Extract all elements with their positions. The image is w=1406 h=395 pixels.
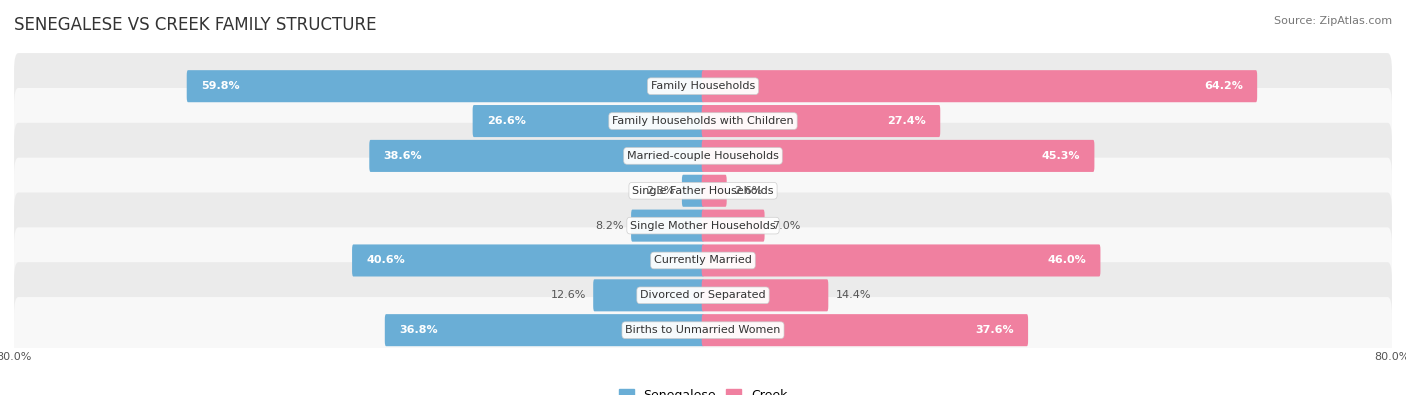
Text: Single Mother Households: Single Mother Households: [630, 221, 776, 231]
FancyBboxPatch shape: [14, 158, 1392, 224]
Text: 12.6%: 12.6%: [551, 290, 586, 300]
Text: 14.4%: 14.4%: [835, 290, 872, 300]
FancyBboxPatch shape: [14, 297, 1392, 363]
FancyBboxPatch shape: [702, 105, 941, 137]
Text: Single Father Households: Single Father Households: [633, 186, 773, 196]
FancyBboxPatch shape: [472, 105, 704, 137]
Text: Family Households: Family Households: [651, 81, 755, 91]
FancyBboxPatch shape: [593, 279, 704, 311]
Text: 27.4%: 27.4%: [887, 116, 927, 126]
FancyBboxPatch shape: [14, 192, 1392, 259]
Text: Family Households with Children: Family Households with Children: [612, 116, 794, 126]
Text: SENEGALESE VS CREEK FAMILY STRUCTURE: SENEGALESE VS CREEK FAMILY STRUCTURE: [14, 16, 377, 34]
FancyBboxPatch shape: [352, 245, 704, 276]
Text: Source: ZipAtlas.com: Source: ZipAtlas.com: [1274, 16, 1392, 26]
Text: 45.3%: 45.3%: [1042, 151, 1080, 161]
Text: Currently Married: Currently Married: [654, 256, 752, 265]
FancyBboxPatch shape: [14, 53, 1392, 119]
Text: 26.6%: 26.6%: [486, 116, 526, 126]
FancyBboxPatch shape: [702, 70, 1257, 102]
Text: 36.8%: 36.8%: [399, 325, 437, 335]
FancyBboxPatch shape: [702, 175, 727, 207]
Text: Births to Unmarried Women: Births to Unmarried Women: [626, 325, 780, 335]
Text: 8.2%: 8.2%: [595, 221, 624, 231]
Legend: Senegalese, Creek: Senegalese, Creek: [613, 384, 793, 395]
Text: 37.6%: 37.6%: [976, 325, 1014, 335]
FancyBboxPatch shape: [702, 210, 765, 242]
Text: 2.3%: 2.3%: [647, 186, 675, 196]
FancyBboxPatch shape: [14, 123, 1392, 189]
FancyBboxPatch shape: [187, 70, 704, 102]
Text: 64.2%: 64.2%: [1204, 81, 1243, 91]
Text: 38.6%: 38.6%: [384, 151, 422, 161]
Text: Married-couple Households: Married-couple Households: [627, 151, 779, 161]
FancyBboxPatch shape: [385, 314, 704, 346]
FancyBboxPatch shape: [370, 140, 704, 172]
FancyBboxPatch shape: [702, 279, 828, 311]
FancyBboxPatch shape: [682, 175, 704, 207]
FancyBboxPatch shape: [14, 88, 1392, 154]
Text: 59.8%: 59.8%: [201, 81, 239, 91]
FancyBboxPatch shape: [14, 228, 1392, 293]
Text: 7.0%: 7.0%: [772, 221, 800, 231]
FancyBboxPatch shape: [14, 262, 1392, 328]
FancyBboxPatch shape: [631, 210, 704, 242]
FancyBboxPatch shape: [702, 314, 1028, 346]
FancyBboxPatch shape: [702, 140, 1094, 172]
Text: Divorced or Separated: Divorced or Separated: [640, 290, 766, 300]
Text: 2.6%: 2.6%: [734, 186, 762, 196]
FancyBboxPatch shape: [702, 245, 1101, 276]
Text: 40.6%: 40.6%: [367, 256, 405, 265]
Text: 46.0%: 46.0%: [1047, 256, 1087, 265]
